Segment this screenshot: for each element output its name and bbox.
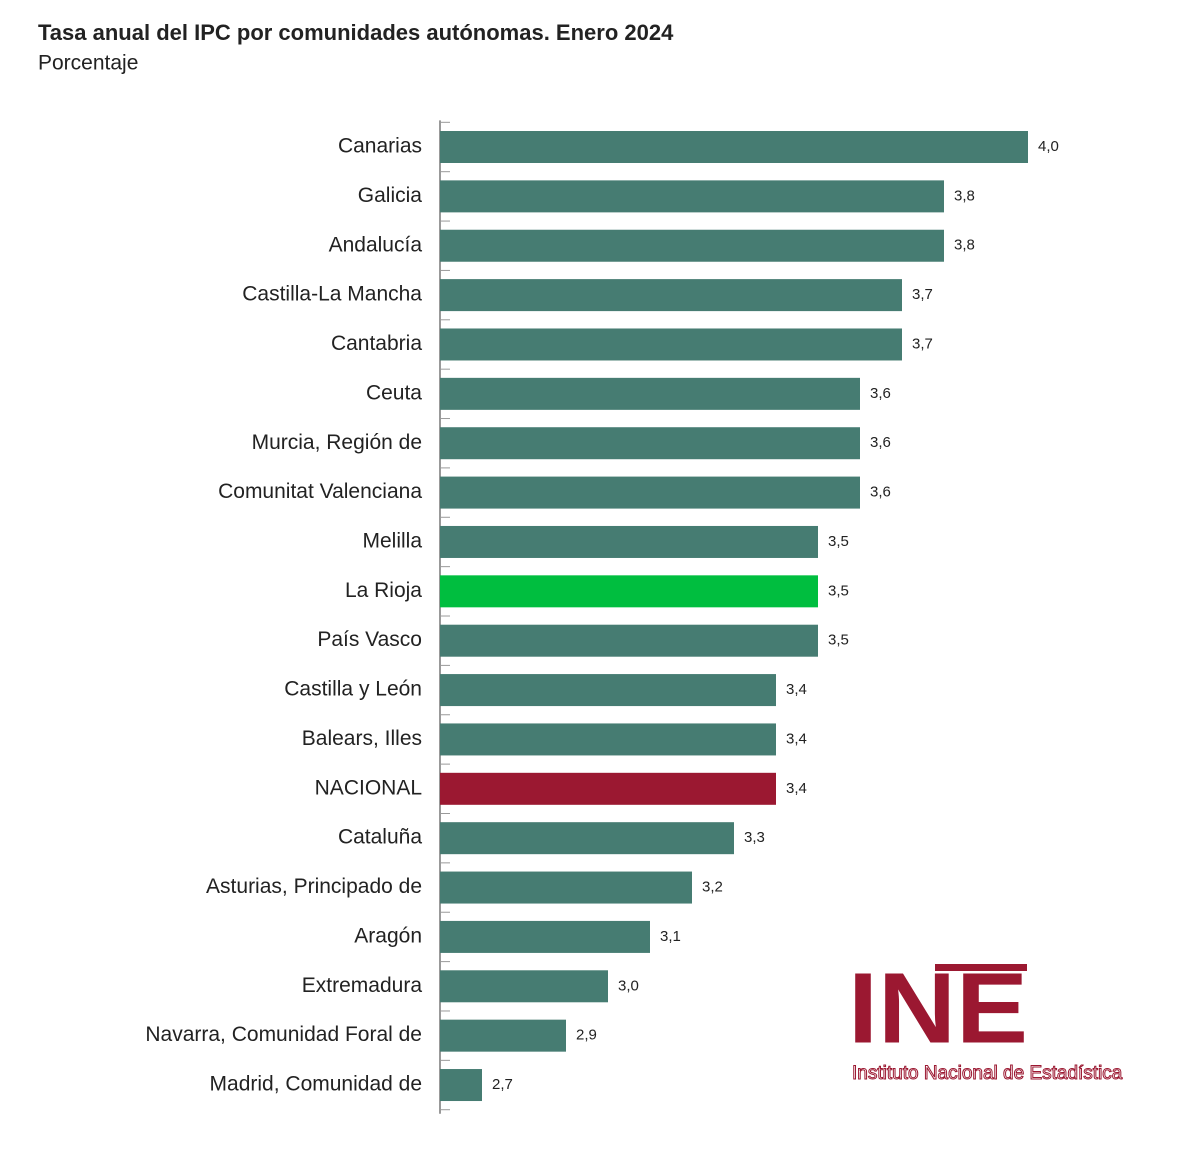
- bar: [440, 377, 860, 410]
- value-label: 3,5: [828, 632, 849, 649]
- value-label: 4,0: [1038, 138, 1059, 155]
- value-label: 3,6: [870, 385, 891, 402]
- bar: [440, 575, 818, 608]
- y-tick-label: Murcia, Región de: [252, 431, 422, 454]
- logo: INE Instituto Nacional de Estadística: [848, 952, 1123, 1084]
- value-label: 3,7: [912, 335, 933, 352]
- bar: [440, 822, 734, 855]
- logo-mark: INE: [848, 952, 1028, 1064]
- value-label: 2,9: [576, 1027, 597, 1044]
- y-tick-label: Castilla y León: [284, 678, 422, 701]
- logo-macron: [935, 964, 1027, 971]
- value-label: 3,0: [618, 977, 639, 994]
- y-tick-label: Asturias, Principado de: [206, 875, 422, 898]
- bar: [440, 871, 692, 904]
- y-tick-label: Melilla: [362, 530, 422, 553]
- bar: [440, 1069, 482, 1102]
- bar: [440, 674, 776, 707]
- value-label: 3,2: [702, 879, 723, 896]
- value-label: 3,4: [786, 780, 807, 797]
- y-tick-label: La Rioja: [345, 579, 422, 602]
- bar: [440, 624, 818, 657]
- y-tick-label: Navarra, Comunidad Foral de: [145, 1023, 422, 1046]
- bar: [440, 180, 944, 213]
- value-label: 3,3: [744, 829, 765, 846]
- y-tick-label: Galicia: [358, 184, 423, 207]
- chart-subtitle: Porcentaje: [38, 52, 138, 75]
- y-tick-label: Cataluña: [338, 826, 422, 849]
- bar: [440, 525, 818, 558]
- value-label: 3,8: [954, 187, 975, 204]
- bar: [440, 772, 776, 805]
- y-tick-label: NACIONAL: [315, 776, 422, 799]
- bar: [440, 920, 650, 953]
- bar: [440, 1019, 566, 1052]
- bar: [440, 427, 860, 460]
- value-label: 3,8: [954, 237, 975, 254]
- logo-caption: Instituto Nacional de Estadística: [852, 1063, 1123, 1084]
- y-tick-label: País Vasco: [317, 628, 422, 651]
- y-tick-label: Comunitat Valenciana: [218, 480, 422, 503]
- y-tick-label: Canarias: [338, 135, 422, 158]
- bar: [440, 723, 776, 756]
- y-tick-label: Extremadura: [302, 974, 423, 997]
- value-label: 3,6: [870, 484, 891, 501]
- y-tick-label: Cantabria: [331, 332, 422, 355]
- bar: [440, 970, 608, 1003]
- y-tick-label: Balears, Illes: [302, 727, 422, 750]
- value-label: 3,7: [912, 286, 933, 303]
- value-label: 3,4: [786, 730, 807, 747]
- bar: [440, 229, 944, 262]
- bar: [440, 328, 902, 361]
- y-tick-label: Andalucía: [329, 233, 423, 256]
- y-tick-label: Castilla-La Mancha: [242, 283, 422, 306]
- value-label: 2,7: [492, 1076, 513, 1093]
- y-tick-label: Ceuta: [366, 381, 422, 404]
- y-tick-label: Aragón: [354, 924, 422, 947]
- y-tick-label: Madrid, Comunidad de: [210, 1073, 422, 1096]
- bar: [440, 476, 860, 509]
- chart-title: Tasa anual del IPC por comunidades autón…: [38, 20, 674, 45]
- value-label: 3,5: [828, 582, 849, 599]
- bar: [440, 131, 1028, 163]
- value-label: 3,4: [786, 681, 807, 698]
- value-label: 3,1: [660, 928, 681, 945]
- bar: [440, 279, 902, 312]
- value-label: 3,6: [870, 434, 891, 451]
- value-label: 3,5: [828, 533, 849, 550]
